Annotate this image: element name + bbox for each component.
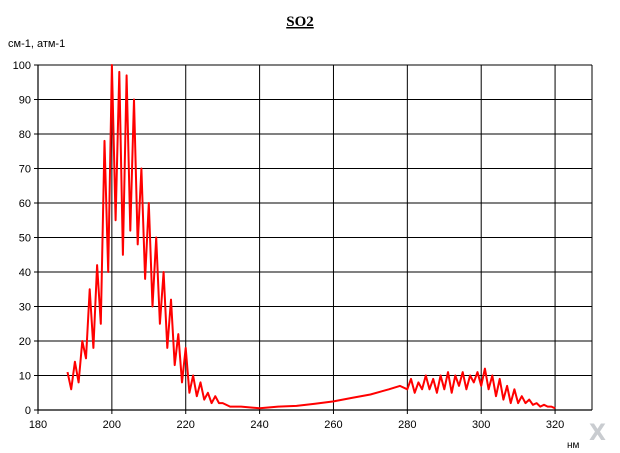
y-tick-label: 30 (19, 302, 31, 314)
y-tick-label: 60 (19, 198, 31, 210)
x-tick-label: 300 (472, 419, 490, 431)
x-tick-label: 200 (103, 419, 121, 431)
x-tick-label: 260 (324, 419, 342, 431)
y-tick-label: 50 (19, 233, 31, 245)
chart-title: SO2 (286, 14, 314, 30)
y-tick-label: 70 (19, 164, 31, 176)
x-tick-labels: 180200220240260280300320340 (29, 410, 620, 431)
x-tick-label: 180 (29, 419, 47, 431)
x-axis-label: нм (567, 440, 580, 451)
series-line (66, 64, 556, 410)
series-group (66, 64, 556, 410)
x-tick-label: 280 (398, 419, 416, 431)
y-tick-label: 80 (19, 129, 31, 141)
y-tick-label: 100 (13, 60, 31, 72)
y-tick-label: 90 (19, 95, 31, 107)
watermark: X (589, 421, 606, 446)
y-tick-label: 20 (19, 336, 31, 348)
y-tick-label: 0 (25, 405, 31, 417)
y-axis-label: см-1, атм-1 (8, 38, 65, 50)
x-tick-label: 240 (250, 419, 268, 431)
x-tick-label: 220 (177, 419, 195, 431)
y-tick-label: 10 (19, 371, 31, 383)
x-tick-label: 320 (546, 419, 564, 431)
y-tick-labels: 0 10 20 30 40 50 60 70 80 90 100 (13, 60, 38, 417)
y-tick-label: 40 (19, 267, 31, 279)
